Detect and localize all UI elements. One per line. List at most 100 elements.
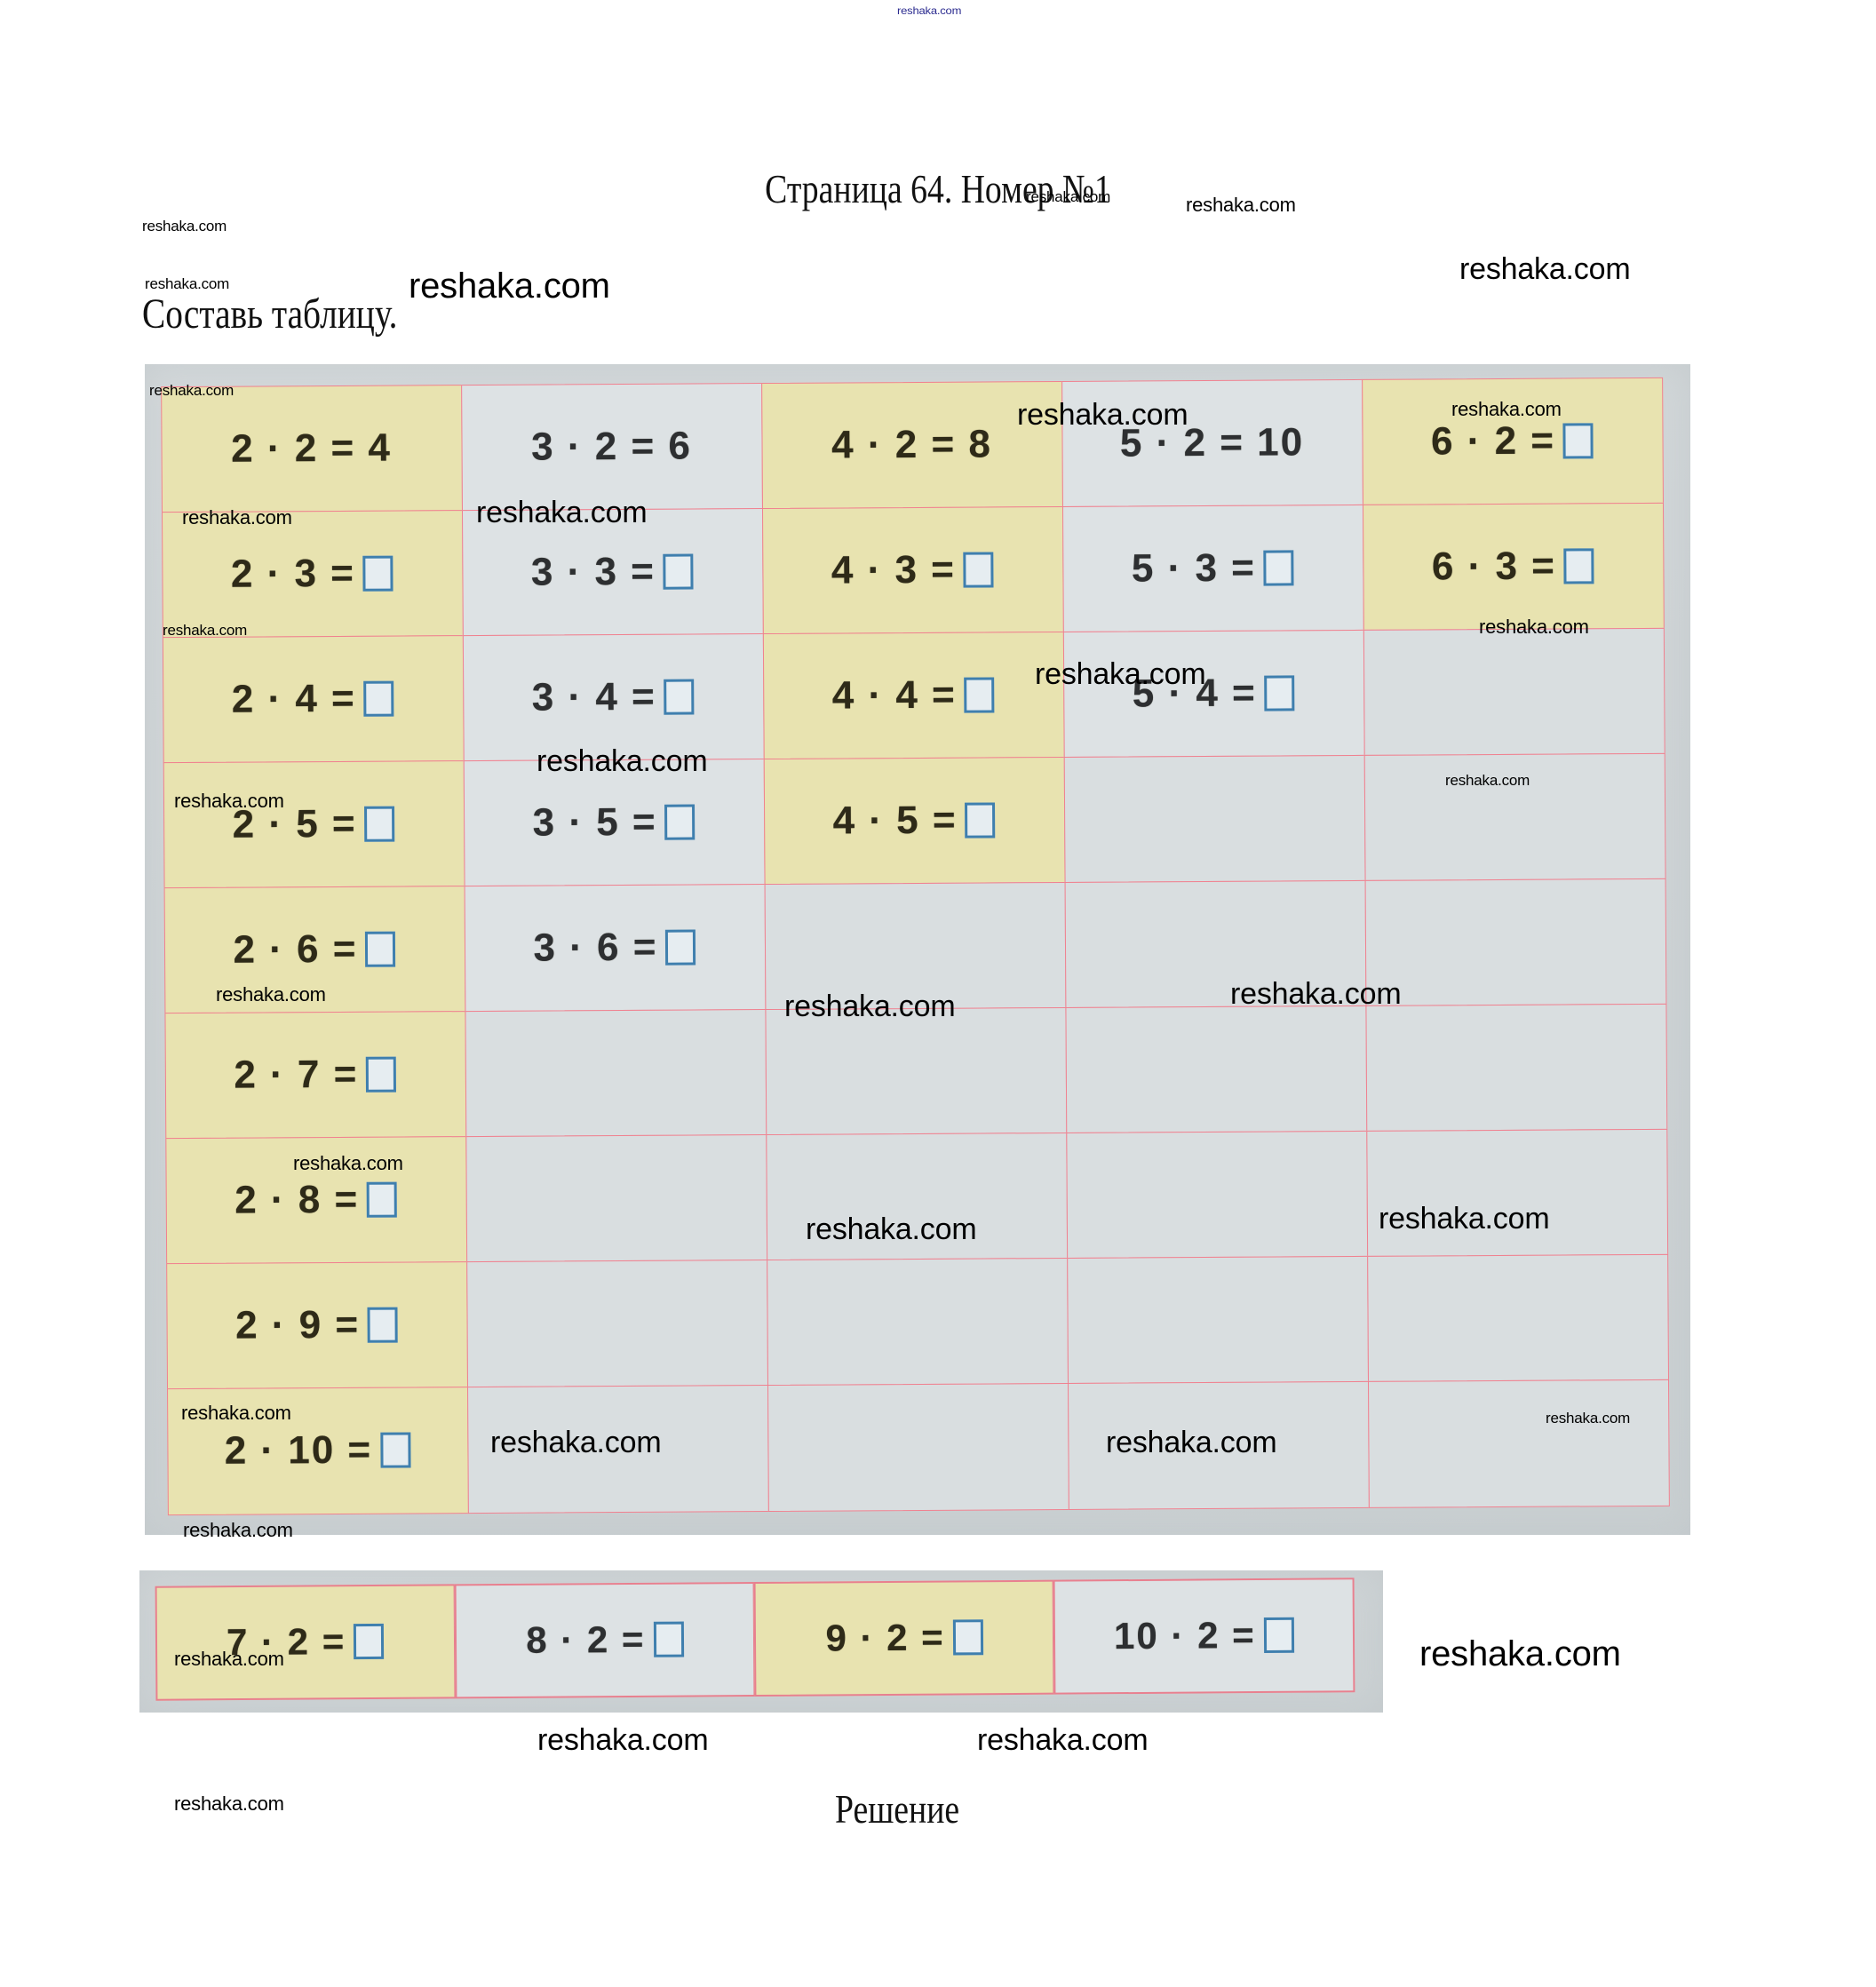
table-cell [764, 881, 1066, 1011]
answer-box[interactable] [952, 1619, 983, 1656]
table-cell[interactable]: 5 · 3 = [1061, 504, 1364, 632]
strip-cell[interactable]: 7 · 2 = [155, 1583, 457, 1701]
equation-text: 4 · 4 = [832, 672, 995, 718]
watermark: reshaka.com [174, 1792, 284, 1815]
table-cell [1363, 627, 1665, 756]
equation-text: 3 · 4 = [532, 674, 695, 719]
prompt-text: Составь таблицу. [142, 290, 398, 338]
equation-expression: 6 · 3 = [1431, 544, 1557, 589]
equation-expression: 5 · 3 = [1131, 545, 1257, 591]
strip-cell[interactable]: 10 · 2 = [1053, 1577, 1355, 1695]
equation-text: 4 · 2 = 8 [831, 422, 992, 467]
answer-box[interactable] [1562, 422, 1594, 459]
table-cell [1066, 1256, 1369, 1385]
table-cell [1064, 879, 1366, 1009]
table-cell[interactable]: 2 · 4 = [162, 634, 465, 763]
equation-expression: 2 · 6 = [233, 926, 358, 972]
equation-text: 2 · 9 = [235, 1303, 399, 1348]
answer-box[interactable] [364, 806, 395, 842]
table-cell[interactable]: 2 · 10 = [166, 1387, 469, 1515]
table-cell[interactable]: 2 · 5 = [163, 759, 465, 889]
equation-expression: 7 · 2 = [226, 1620, 346, 1664]
equation-expression: 5 · 4 = [1132, 671, 1257, 716]
table-cell[interactable]: 3 · 3 = [461, 507, 764, 636]
table-cell[interactable]: 3 · 4 = [462, 632, 765, 761]
equation-text: 2 · 5 = [233, 801, 395, 846]
table-cell [764, 1007, 1067, 1136]
table-cell[interactable]: 6 · 2 = [1361, 377, 1664, 505]
table-cell [1364, 1003, 1667, 1133]
table-cell [1364, 878, 1666, 1006]
watermark: reshaka.com [1459, 252, 1631, 286]
table-cell[interactable]: 4 · 2 = 8 [760, 380, 1063, 509]
equation-expression: 3 · 5 = [532, 799, 657, 845]
answer-box[interactable] [664, 804, 696, 840]
table-cell [1067, 1381, 1370, 1510]
equation-expression: 2 · 4 = [231, 676, 356, 721]
table-cell [1367, 1379, 1670, 1508]
equation-expression: 2 · 5 = [232, 801, 357, 846]
equation-expression: 8 · 2 = [526, 1617, 646, 1661]
equation-expression: 3 · 6 = [533, 925, 658, 970]
answer-box[interactable] [964, 677, 995, 713]
equation-text: 2 · 4 = [232, 676, 394, 721]
answer-box[interactable] [362, 555, 394, 592]
table-cell [1363, 752, 1666, 881]
table-cell [1366, 1254, 1669, 1383]
equation-text: 5 · 3 = [1131, 545, 1295, 591]
answer-box[interactable] [1263, 1617, 1294, 1653]
table-cell[interactable]: 4 · 4 = [762, 631, 1065, 759]
answer-box[interactable] [354, 1623, 385, 1660]
answer-box[interactable] [380, 1432, 411, 1469]
answer-box[interactable] [365, 931, 396, 967]
answer-box[interactable] [663, 553, 695, 590]
answer-box[interactable] [653, 1621, 684, 1657]
table-cell[interactable]: 3 · 6 = [464, 883, 766, 1013]
table-cell[interactable]: 2 · 8 = [164, 1136, 467, 1265]
table-cell[interactable]: 2 · 3 = [161, 509, 464, 638]
table-cell[interactable]: 2 · 6 = [163, 886, 465, 1014]
equation-text: 3 · 6 = [533, 925, 696, 970]
strip-cell[interactable]: 8 · 2 = [454, 1581, 756, 1698]
equation-expression: 4 · 3 = [831, 547, 957, 592]
table-cell[interactable]: 3 · 2 = 6 [460, 382, 763, 511]
answer-box[interactable] [963, 552, 995, 588]
table-cell [465, 1260, 768, 1388]
answer-box[interactable] [367, 1181, 398, 1218]
table-cell[interactable]: 4 · 3 = [761, 505, 1064, 634]
watermark: reshaka.com [537, 1723, 709, 1757]
table-cell[interactable]: 5 · 4 = [1062, 629, 1365, 758]
answer-box[interactable] [664, 679, 695, 715]
answer-box[interactable] [366, 1056, 397, 1093]
table-cell[interactable]: 6 · 3 = [1362, 502, 1665, 631]
table-cell[interactable]: 4 · 5 = [763, 756, 1066, 885]
strip-cell[interactable]: 9 · 2 = [753, 1579, 1055, 1697]
equation-expression: 9 · 2 = [825, 1616, 945, 1659]
table-cell [766, 1258, 1069, 1387]
table-cell[interactable]: 2 · 7 = [163, 1011, 466, 1140]
equation-expression: 6 · 2 = [1430, 418, 1556, 463]
equation-text: 9 · 2 = [825, 1616, 983, 1659]
watermark: reshaka.com [409, 266, 610, 306]
equation-text: 2 · 3 = [231, 551, 394, 596]
page-title: Страница 64. Номер №1 [765, 166, 1111, 211]
answer-box[interactable] [363, 680, 394, 717]
answer-box[interactable] [965, 802, 996, 839]
equation-text: 2 · 10 = [225, 1428, 411, 1474]
table-cell [465, 1134, 767, 1263]
table-cell[interactable]: 2 · 9 = [165, 1261, 468, 1390]
table-cell[interactable]: 5 · 2 = 10 [1061, 378, 1363, 507]
table-cell [1365, 1128, 1668, 1258]
answer-box[interactable] [665, 929, 696, 966]
equation-text: 2 · 7 = [234, 1053, 397, 1098]
table-cell[interactable]: 2 · 2 = 4 [160, 384, 463, 513]
answer-box[interactable] [1264, 675, 1295, 711]
equation-text: 5 · 2 = 10 [1120, 420, 1304, 465]
answer-box[interactable] [367, 1307, 399, 1344]
watermark: reshaka.com [1419, 1634, 1621, 1673]
table-cell [1064, 1005, 1367, 1134]
answer-box[interactable] [1263, 550, 1295, 586]
table-cell [1065, 1131, 1368, 1260]
table-cell[interactable]: 3 · 5 = [463, 758, 766, 887]
answer-box[interactable] [1563, 547, 1595, 584]
